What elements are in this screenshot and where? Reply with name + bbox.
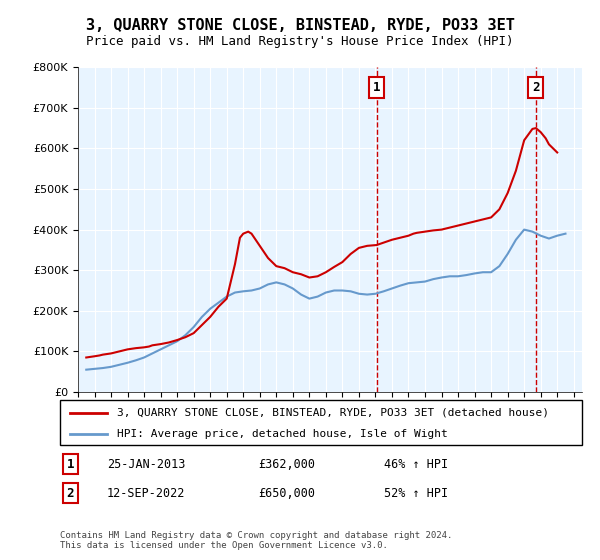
Text: 2: 2 (67, 487, 74, 500)
Text: HPI: Average price, detached house, Isle of Wight: HPI: Average price, detached house, Isle… (118, 429, 448, 439)
Text: 25-JAN-2013: 25-JAN-2013 (107, 458, 185, 470)
Text: Contains HM Land Registry data © Crown copyright and database right 2024.
This d: Contains HM Land Registry data © Crown c… (60, 530, 452, 550)
FancyBboxPatch shape (60, 400, 582, 445)
Text: 2: 2 (532, 81, 539, 94)
Text: Price paid vs. HM Land Registry's House Price Index (HPI): Price paid vs. HM Land Registry's House … (86, 35, 514, 49)
Text: £650,000: £650,000 (259, 487, 316, 500)
Text: 3, QUARRY STONE CLOSE, BINSTEAD, RYDE, PO33 3ET (detached house): 3, QUARRY STONE CLOSE, BINSTEAD, RYDE, P… (118, 408, 550, 418)
Text: 1: 1 (67, 458, 74, 470)
Text: 3, QUARRY STONE CLOSE, BINSTEAD, RYDE, PO33 3ET: 3, QUARRY STONE CLOSE, BINSTEAD, RYDE, P… (86, 18, 514, 32)
Text: 52% ↑ HPI: 52% ↑ HPI (383, 487, 448, 500)
Text: 1: 1 (373, 81, 380, 94)
Text: £362,000: £362,000 (259, 458, 316, 470)
Text: 12-SEP-2022: 12-SEP-2022 (107, 487, 185, 500)
Text: 46% ↑ HPI: 46% ↑ HPI (383, 458, 448, 470)
